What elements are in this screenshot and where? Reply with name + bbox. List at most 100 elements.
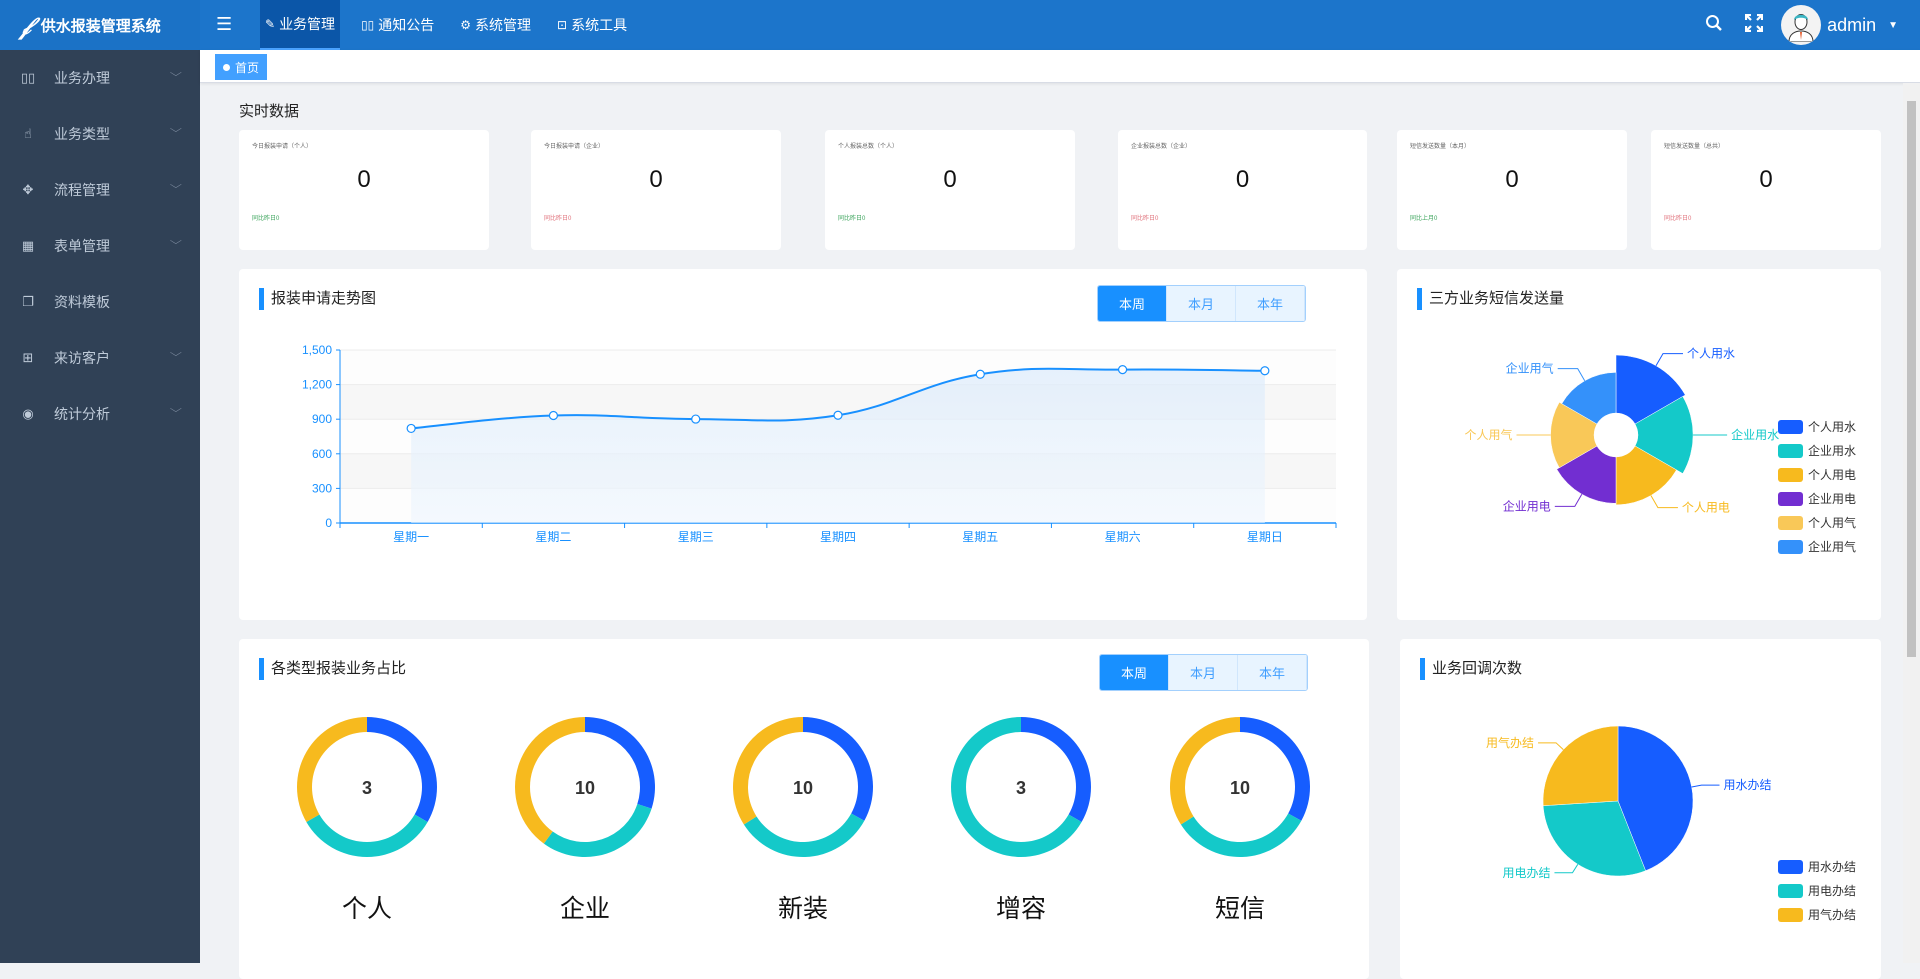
book-icon: ▯▯ [361,18,375,32]
data-point[interactable] [833,410,843,420]
scrollbar-thumb[interactable] [1907,101,1916,657]
slice-label: 用水办结 [1723,777,1771,792]
donut-segment[interactable] [1170,717,1240,825]
period-switch: 本周 本月 本年 [1099,654,1308,691]
legend-swatch[interactable] [1778,884,1803,898]
tag-home[interactable]: 首页 [215,54,268,80]
fullscreen-icon[interactable] [1744,13,1764,37]
donut-segment[interactable] [1180,813,1302,857]
period-button[interactable]: 本年 [1236,286,1305,321]
label-line [1554,864,1579,874]
legend-label[interactable]: 企业用电 [1808,491,1856,506]
stat-label: 个人报装总数（个人） [838,144,899,150]
donut-total: 3 [362,778,372,798]
topnav-label: 通知公告 [378,17,435,33]
data-point[interactable] [1260,366,1270,376]
donut-segment[interactable] [297,717,367,822]
legend-swatch[interactable] [1778,468,1803,482]
legend-label[interactable]: 企业用水 [1808,443,1856,458]
topnav-item[interactable]: ▯▯ 通知公告 [356,0,439,50]
rose-slice[interactable] [1615,354,1686,425]
stat-compare: 同比昨日0 [252,216,280,222]
chevron-down-icon: ⌵ [170,124,183,135]
stat-compare: 同比昨日0 [838,216,866,222]
donut-segment[interactable] [367,717,437,822]
legend-swatch[interactable] [1778,540,1803,554]
rose-chart: 个人用水企业用水个人用电企业用电个人用气企业用气个人用水企业用水个人用电企业用电… [1464,347,1856,554]
pie-slice[interactable] [1617,725,1694,872]
legend-label[interactable]: 用气办结 [1808,907,1856,922]
label-line [1691,784,1720,788]
stat-value: 0 [357,166,371,193]
donut-segment[interactable] [733,717,803,825]
rose-slice[interactable] [1561,372,1617,425]
donut-segment[interactable] [543,803,652,857]
rose-slice[interactable] [1615,445,1677,506]
trend-chart-panel: 报装申请走势图 本周 本月 本年 0 300 600 900 1,200 1,500 星期一 星期… [239,269,1367,620]
period-button[interactable]: 本年 [1238,655,1307,690]
sidebar-item[interactable]: ⊞ 来访客户 ⌵ [0,330,200,386]
legend-swatch[interactable] [1778,860,1803,874]
legend-label[interactable]: 企业用气 [1808,539,1856,554]
legend-label[interactable]: 用电办结 [1808,883,1856,898]
label-line [1655,353,1683,366]
sidebar-item[interactable]: ▦ 表单管理 ⌵ [0,218,200,274]
script-logo-icon: 𝒻 [20,10,31,40]
topnav-label: 系统工具 [571,17,628,33]
legend-label[interactable]: 个人用气 [1808,515,1856,530]
rose-slice[interactable] [1556,445,1617,504]
donut-segment[interactable] [1021,717,1091,822]
sidebar-item[interactable]: ❐ 资料模板 [0,274,200,330]
topnav-item[interactable]: ⚙ 系统管理 [455,0,536,50]
app-title: 供水报装管理系统 [40,17,161,35]
pie-slice[interactable] [1542,725,1619,806]
donut-segment[interactable] [803,717,874,821]
data-point[interactable] [975,369,985,379]
search-icon[interactable] [1705,14,1723,37]
period-button[interactable]: 本周 [1098,286,1167,321]
legend-swatch[interactable] [1778,492,1803,506]
legend-swatch[interactable] [1778,908,1803,922]
period-button[interactable]: 本月 [1169,655,1238,690]
chevron-down-icon: ⌵ [170,180,183,191]
legend-label[interactable]: 个人用电 [1808,468,1856,482]
avatar[interactable] [1781,5,1822,45]
edit-icon: ✎ [265,17,276,31]
data-point[interactable] [1117,365,1128,375]
sidebar-item-label: 表单管理 [54,238,110,254]
legend-swatch[interactable] [1778,420,1803,434]
rose-slice[interactable] [1550,401,1598,469]
donut-segment[interactable] [306,814,428,858]
legend-label[interactable]: 用水办结 [1808,859,1856,874]
topnav-item[interactable]: ✎ 业务管理 [260,0,341,50]
stat-card: 短信发送数量（本月） 0 同比上月0 [1397,130,1627,250]
app-logo[interactable]: 𝒻 供水报装管理系统 [0,0,200,50]
scrollbar[interactable] [1903,83,1920,963]
move-icon: ✥ [22,182,34,197]
donut-segment[interactable] [515,717,585,844]
user-name[interactable]: admin [1827,14,1877,35]
data-point[interactable] [548,410,559,421]
period-button[interactable]: 本周 [1100,655,1169,690]
stat-card: 短信发送数量（总共） 0 同比昨日0 [1651,130,1881,250]
legend-swatch[interactable] [1778,516,1803,530]
slice-label: 个人用气 [1464,427,1512,442]
data-point[interactable] [406,423,416,434]
sidebar-item[interactable]: ▯▯ 业务办理 ⌵ [0,50,200,106]
period-button[interactable]: 本月 [1167,286,1236,321]
donut-label: 个人 [342,895,392,923]
sidebar-item[interactable]: ✥ 流程管理 ⌵ [0,162,200,218]
donut-segment[interactable] [743,813,865,857]
menu-toggle-icon[interactable]: ☰ [216,14,233,34]
data-point[interactable] [691,414,701,424]
sidebar-item[interactable]: ☝ 业务类型 ⌵ [0,106,200,162]
pie-slice[interactable] [1542,800,1646,877]
donut-segment[interactable] [1240,717,1310,821]
donut-segment[interactable] [585,717,655,809]
caret-down-icon[interactable]: ▼ [1888,19,1898,31]
sidebar-item[interactable]: ◉ 统计分析 ⌵ [0,386,200,442]
topnav-item[interactable]: ⊡ 系统工具 [552,0,632,50]
legend-label[interactable]: 个人用水 [1808,420,1856,434]
legend-swatch[interactable] [1778,444,1803,458]
